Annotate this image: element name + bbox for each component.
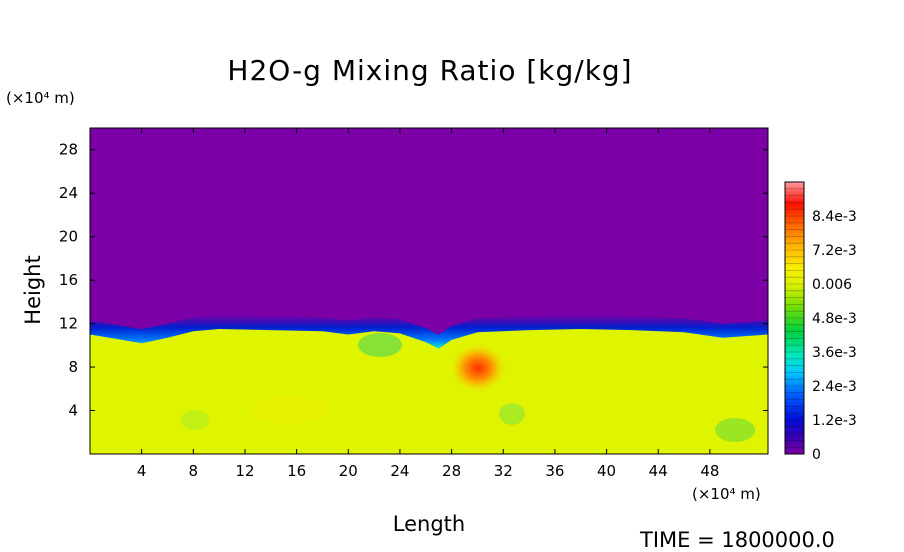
colorbar-label: 1.2e-3: [812, 413, 857, 429]
colorbar-label: 3.6e-3: [812, 345, 857, 361]
y-tick-label: 20: [59, 228, 78, 246]
colorbar-label: 4.8e-3: [812, 311, 857, 327]
y-tick-label: 24: [59, 184, 78, 202]
colorbar-label: 2.4e-3: [812, 379, 857, 395]
chart-title: H2O-g Mixing Ratio [kg/kg]: [227, 54, 633, 87]
x-tick-label: 28: [442, 462, 461, 480]
x-tick-label: 48: [700, 462, 719, 480]
x-axis-unit: (×10⁴ m): [692, 485, 761, 503]
colorbar-label: 8.4e-3: [812, 209, 857, 225]
plot-frame: [89, 127, 769, 455]
y-axis-unit: (×10⁴ m): [6, 89, 75, 107]
x-tick-label: 12: [235, 462, 254, 480]
y-tick-label: 8: [68, 358, 78, 376]
x-tick-label: 4: [137, 462, 147, 480]
x-tick-label: 44: [649, 462, 668, 480]
y-tick-label: 16: [59, 271, 78, 289]
x-tick-label: 20: [339, 462, 358, 480]
colorbar-label: 7.2e-3: [812, 243, 857, 259]
colorbar-label: 0.006: [812, 277, 852, 293]
moist-blob: [715, 418, 755, 442]
x-tick-label: 24: [390, 462, 409, 480]
colorbar-frame: [784, 181, 805, 455]
y-tick-label: 28: [59, 141, 78, 159]
y-tick-label: 12: [59, 315, 78, 333]
x-tick-label: 8: [189, 462, 199, 480]
plot-area: [90, 128, 768, 454]
x-tick-label: 32: [494, 462, 513, 480]
y-axis-ticks: 4 8 12 16 20 24 28: [59, 141, 768, 420]
moist-blob: [181, 410, 209, 430]
colorbar: 8.4e-3 7.2e-3 0.006 4.8e-3 3.6e-3 2.4e-3 1.2e-…: [784, 181, 857, 463]
x-axis-label: Length: [392, 512, 466, 536]
x-tick-label: 16: [287, 462, 306, 480]
y-tick-label: 4: [68, 402, 78, 420]
moist-blob: [250, 396, 330, 424]
max-region: [448, 342, 508, 394]
moist-layer: [90, 329, 768, 454]
moist-blob: [358, 333, 402, 357]
x-tick-label: 40: [597, 462, 616, 480]
x-tick-label: 36: [545, 462, 564, 480]
colorbar-gradient: [785, 182, 804, 454]
moist-blob: [499, 403, 525, 425]
colorbar-label: 0: [812, 447, 821, 463]
x-axis-ticks: 4 8 12 16 20 24 28 32 36 40 44 48: [137, 128, 719, 480]
transition-band: [90, 315, 768, 352]
